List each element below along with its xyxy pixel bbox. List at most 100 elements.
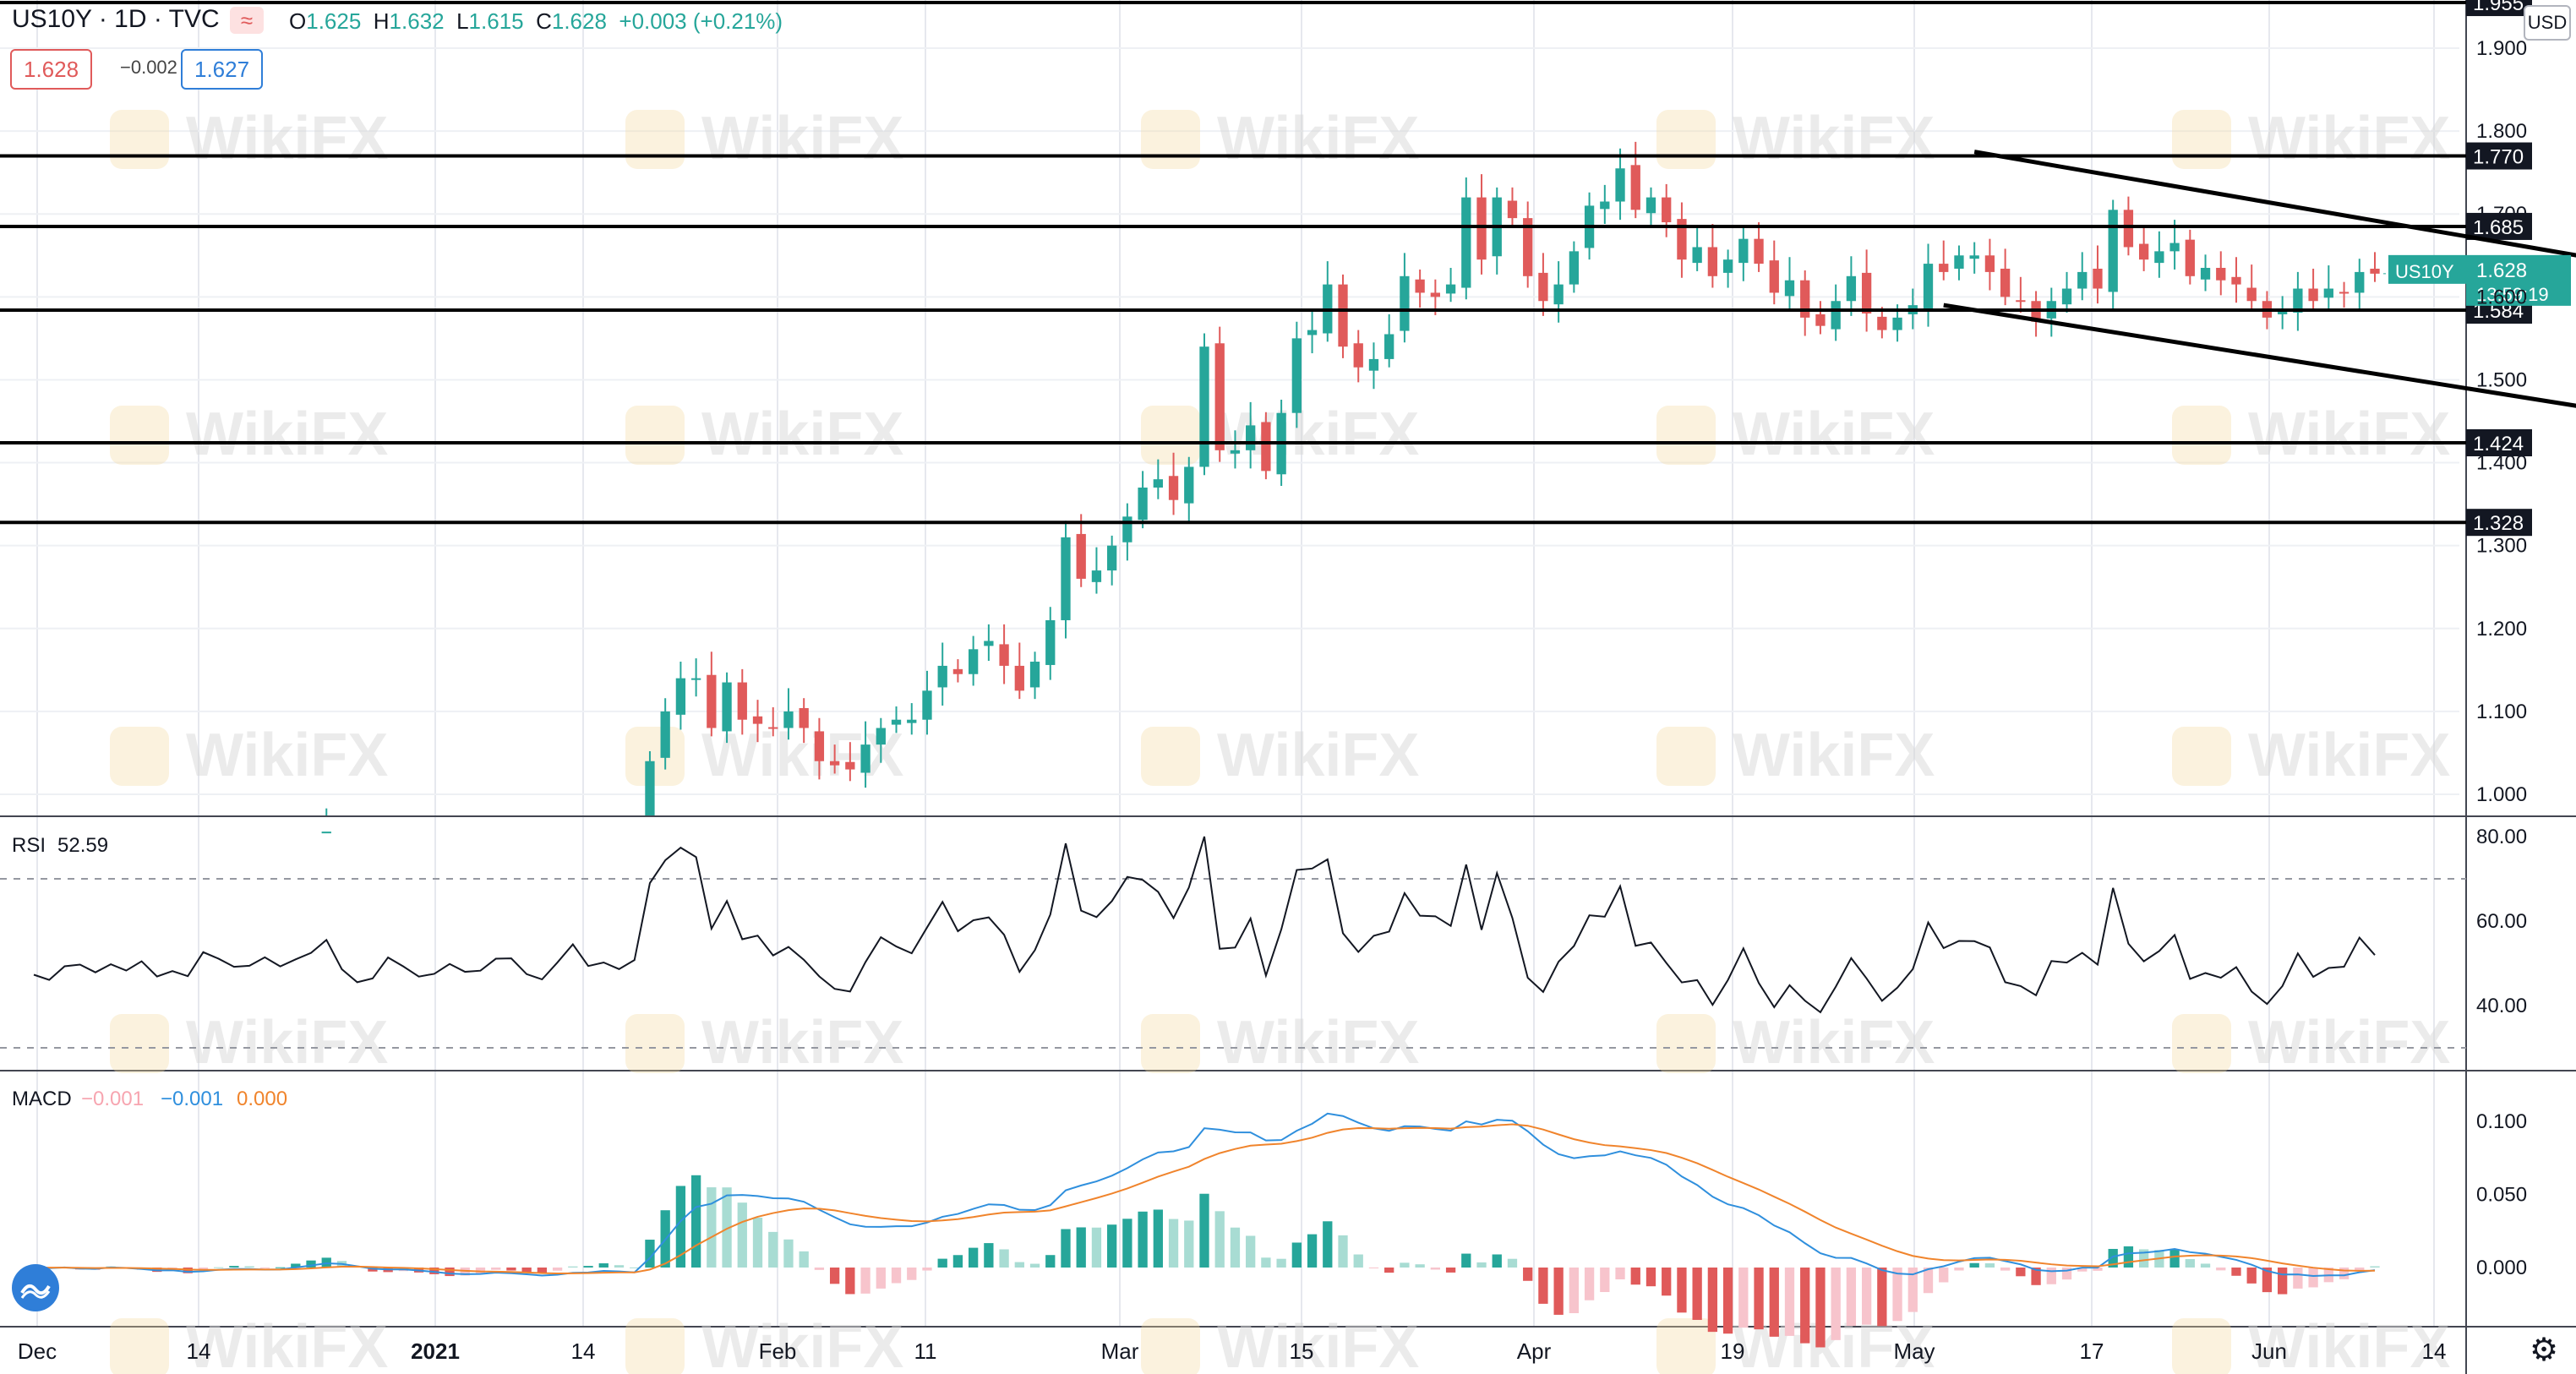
macd-label: MACD — [12, 1088, 72, 1110]
macd-histogram-bar — [1184, 1220, 1194, 1268]
candle-body — [1214, 343, 1225, 450]
candle-body — [1445, 284, 1456, 294]
candle-body — [1984, 255, 1995, 272]
symbol-title[interactable]: US10Y · 1D · TVC — [12, 5, 220, 33]
watermark-logo — [110, 406, 169, 465]
rsi-tick-label: 40.00 — [2476, 995, 2527, 1017]
macd-histogram-bar — [1662, 1268, 1672, 1296]
candle-body — [860, 744, 870, 773]
countdown-value: 13:59:19 — [2476, 284, 2549, 305]
macd-histogram-bar — [2216, 1268, 2226, 1271]
x-axis-label: 11 — [914, 1339, 937, 1364]
candle-body — [845, 761, 855, 770]
compare-icon[interactable]: ≈ — [230, 7, 264, 34]
macd-histogram-bar — [1323, 1221, 1333, 1268]
level-label-bg — [2466, 0, 2532, 17]
candle-body — [1692, 247, 1702, 264]
macd-histogram-bar — [845, 1268, 855, 1295]
macd-histogram-bar — [1831, 1268, 1841, 1340]
candle-body — [2185, 239, 2195, 276]
macd-histogram-bar — [1600, 1268, 1610, 1293]
macd-histogram-bar — [229, 1266, 239, 1268]
macd-histogram-bar — [506, 1268, 516, 1271]
macd-histogram-bar — [583, 1266, 593, 1268]
macd-histogram-bar — [1569, 1268, 1580, 1314]
price-tick-label: 1.800 — [2476, 120, 2527, 143]
macd-histogram-bar — [2293, 1268, 2303, 1289]
macd-histogram-bar — [1061, 1229, 1071, 1268]
macd-histogram-bar — [1877, 1268, 1887, 1327]
level-label: 1.770 — [2473, 146, 2524, 169]
symbol-tag: US10Y — [2395, 261, 2454, 282]
x-axis-label: Feb — [759, 1339, 797, 1364]
macd-histogram-bar — [1615, 1268, 1625, 1279]
candle-body — [1615, 168, 1625, 202]
watermark-text: WikiFX — [701, 1009, 903, 1077]
candle-body — [1246, 425, 1256, 450]
watermark-text: WikiFX — [1217, 105, 1419, 172]
ohlc-readout: O1.625 H1.632 L1.615 C1.628 +0.003 (+0.2… — [289, 8, 783, 34]
candle-body — [1662, 197, 1672, 223]
watermark-logo — [110, 1014, 169, 1073]
macd-histogram-bar — [937, 1258, 947, 1268]
candle-body — [1600, 201, 1610, 210]
macd-histogram-bar — [1122, 1219, 1132, 1268]
tradingview-logo-icon[interactable] — [12, 1264, 59, 1311]
macd-histogram-bar — [829, 1268, 840, 1284]
candle-body — [2370, 268, 2380, 274]
x-axis-label: Dec — [18, 1339, 57, 1364]
candle-body — [2323, 288, 2333, 298]
macd-histogram-bar — [2262, 1268, 2273, 1293]
candle-body — [690, 678, 701, 680]
macd-histogram-bar — [1492, 1254, 1502, 1268]
watermark-logo — [110, 1318, 169, 1374]
macd-histogram-bar — [707, 1187, 717, 1268]
candle-body — [1831, 301, 1841, 330]
candle-body — [768, 727, 778, 729]
candle-body — [1029, 662, 1040, 688]
watermark-text: WikiFX — [186, 401, 388, 468]
axes: 1.000 1.100 1.200 1.300 1.400 1.500 1.600 1.700… — [18, 37, 2527, 1364]
watermark-text: WikiFX — [701, 1313, 903, 1374]
macd-signal-value: 0.000 — [237, 1088, 287, 1110]
macd-histogram-bar — [645, 1240, 655, 1268]
candle-body — [1061, 537, 1071, 620]
watermark-text: WikiFX — [2248, 401, 2450, 468]
price-tick-label: 1.000 — [2476, 783, 2527, 806]
watermark-text: WikiFX — [1733, 105, 1935, 172]
candle-body — [829, 761, 840, 766]
ask-price-box[interactable]: 1.627 — [181, 49, 264, 90]
watermark-logo — [1141, 110, 1200, 169]
candle-body — [984, 641, 994, 646]
macd-histogram-bar — [244, 1266, 254, 1268]
macd-histogram-bar — [1107, 1224, 1117, 1268]
macd-histogram-bar — [521, 1268, 532, 1273]
x-axis-label: Apr — [1517, 1339, 1552, 1364]
macd-histogram-bar — [1461, 1253, 1471, 1268]
candle-body — [1138, 487, 1148, 521]
price-tick-label: 1.600 — [2476, 286, 2527, 308]
bid-price-box[interactable]: 1.628 — [10, 49, 93, 90]
candle-body — [1523, 218, 1533, 276]
macd-panel[interactable]: MACD −0.001 −0.001 0.000 — [12, 1088, 2380, 1348]
macd-histogram-bar — [2370, 1266, 2380, 1268]
candle-body — [952, 668, 963, 674]
macd-line-value: −0.001 — [161, 1088, 223, 1110]
candle-body — [1722, 259, 1733, 273]
watermark-text: WikiFX — [1733, 1009, 1935, 1077]
watermark-logo — [1656, 1014, 1716, 1073]
candle-body — [645, 761, 655, 815]
candle-body — [1091, 570, 1102, 582]
macd-histogram-bar — [814, 1268, 825, 1270]
candle-body — [660, 711, 670, 758]
candle-body — [2169, 243, 2180, 252]
rsi-panel[interactable]: RSI 52.59 — [0, 834, 2466, 1049]
settings-gear-icon[interactable]: ⚙ — [2529, 1333, 2559, 1368]
watermark-layer: WikiFX WikiFX WikiFX WikiFX WikiFX WikiFX Wiki… — [110, 105, 2450, 1374]
watermark-logo — [1141, 727, 1200, 786]
currency-badge[interactable]: USD — [2524, 5, 2571, 41]
macd-histogram-bar — [491, 1268, 501, 1270]
candle-body — [891, 719, 902, 725]
watermark-text: WikiFX — [186, 1313, 388, 1374]
